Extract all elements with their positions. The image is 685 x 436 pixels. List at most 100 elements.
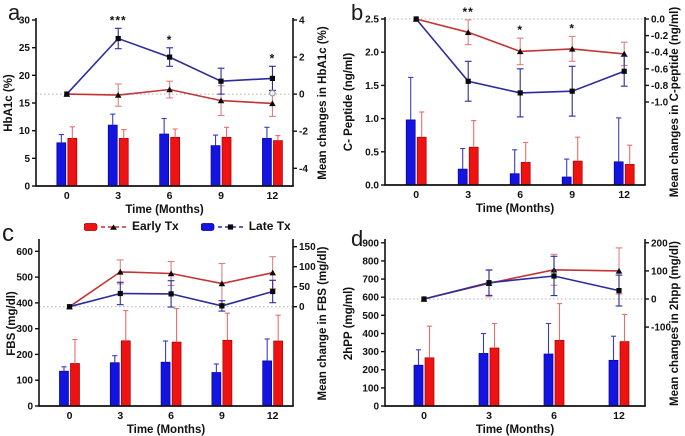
svg-text:Time (Months): Time (Months) bbox=[476, 203, 555, 215]
svg-text:600: 600 bbox=[362, 293, 379, 304]
svg-text:Mean changes in 2hpp (mg/dl): Mean changes in 2hpp (mg/dl) bbox=[669, 241, 681, 406]
svg-text:*: * bbox=[517, 23, 523, 37]
svg-text:0.5: 0.5 bbox=[365, 147, 379, 158]
svg-text:**: ** bbox=[463, 5, 474, 19]
svg-text:25: 25 bbox=[19, 43, 31, 54]
svg-text:0: 0 bbox=[27, 402, 33, 413]
svg-text:1.5: 1.5 bbox=[365, 81, 379, 92]
svg-text:*: * bbox=[569, 21, 575, 35]
svg-text:2.0: 2.0 bbox=[365, 48, 379, 59]
svg-text:700: 700 bbox=[362, 275, 379, 286]
svg-text:0: 0 bbox=[299, 302, 305, 313]
svg-text:600: 600 bbox=[16, 247, 33, 258]
svg-text:200: 200 bbox=[16, 350, 33, 361]
svg-text:0: 0 bbox=[651, 295, 657, 306]
svg-text:-4: -4 bbox=[299, 164, 308, 175]
svg-text:3: 3 bbox=[486, 410, 492, 422]
svg-text:*: * bbox=[167, 33, 173, 47]
svg-text:6: 6 bbox=[167, 190, 173, 202]
panel-d: d 0 100 200 300 400 500 600 700 800 900 200 100 0 -10… bbox=[342, 218, 685, 436]
svg-text:0: 0 bbox=[373, 402, 379, 413]
svg-text:6: 6 bbox=[517, 189, 523, 201]
svg-text:100: 100 bbox=[362, 383, 379, 394]
svg-text:800: 800 bbox=[362, 256, 379, 267]
svg-text:Time (Months): Time (Months) bbox=[476, 424, 555, 436]
svg-text:5: 5 bbox=[24, 154, 30, 165]
svg-text:0: 0 bbox=[24, 182, 30, 193]
svg-text:500: 500 bbox=[16, 273, 33, 284]
panel-d-letter: d bbox=[351, 226, 364, 251]
legend-item-late-tx: Late Tx bbox=[200, 219, 291, 233]
svg-text:C- Peptide (ng/ml): C- Peptide (ng/ml) bbox=[343, 53, 355, 152]
svg-text:200: 200 bbox=[362, 365, 379, 376]
panel-a-letter: a bbox=[8, 0, 21, 25]
svg-text:-1.0: -1.0 bbox=[651, 98, 669, 109]
legend: Early Tx Late Tx bbox=[84, 219, 291, 233]
svg-text:9: 9 bbox=[218, 190, 224, 202]
svg-text:*: * bbox=[270, 51, 276, 65]
svg-text:-0.4: -0.4 bbox=[651, 48, 669, 59]
panel-c: c 0 100 200 300 400 500 600 150 100 50 0 0 3 6 9 12 Time… bbox=[0, 218, 342, 436]
svg-text:-100: -100 bbox=[651, 323, 671, 334]
svg-text:400: 400 bbox=[16, 298, 33, 309]
svg-text:2.5: 2.5 bbox=[365, 15, 379, 26]
svg-text:0: 0 bbox=[67, 410, 73, 422]
svg-text:150: 150 bbox=[299, 242, 316, 253]
svg-text:500: 500 bbox=[362, 311, 379, 322]
svg-text:12: 12 bbox=[267, 410, 279, 422]
svg-text:FBS (mg/dl): FBS (mg/dl) bbox=[6, 291, 18, 356]
svg-text:2hPP (mg/ml): 2hPP (mg/ml) bbox=[343, 287, 355, 360]
panel-a: a *** * * 0 5 10 15 20 25 30 4 2 0 -2 -4 0 3 6 9 12 Time (Mo… bbox=[0, 0, 342, 218]
svg-text:-0.6: -0.6 bbox=[651, 64, 669, 75]
svg-text:200: 200 bbox=[651, 238, 668, 249]
panel-b: b ** * * 0.0 0.5 1.0 1.5 2.0 2.5 0.0 -0.2 -0.4 -0.6-… bbox=[342, 0, 685, 218]
legend-label-late-tx: Late Tx bbox=[248, 219, 291, 233]
svg-text:100: 100 bbox=[16, 376, 33, 387]
svg-text:0.0: 0.0 bbox=[365, 181, 379, 192]
svg-text:-2: -2 bbox=[299, 127, 308, 138]
2hpp-chart: 0 100 200 300 400 500 600 700 800 900 200 100 0 -100 0… bbox=[343, 238, 681, 436]
svg-text:10: 10 bbox=[19, 126, 31, 137]
svg-text:30: 30 bbox=[19, 16, 31, 27]
svg-text:9: 9 bbox=[569, 189, 575, 201]
svg-text:3: 3 bbox=[117, 410, 123, 422]
svg-text:0: 0 bbox=[299, 90, 305, 101]
svg-text:3: 3 bbox=[465, 189, 471, 201]
svg-text:-0.2: -0.2 bbox=[651, 31, 669, 42]
c-peptide-chart: *** *0.00.51.01.52.02.5 0.0-0.2-0.4-0.6-0.… bbox=[343, 5, 681, 215]
svg-text:50: 50 bbox=[299, 282, 311, 293]
svg-text:2: 2 bbox=[299, 53, 305, 64]
svg-text:100: 100 bbox=[651, 266, 668, 277]
svg-text:12: 12 bbox=[618, 189, 630, 201]
svg-text:Mean changes in C-peptide (ng/: Mean changes in C-peptide (ng/ml) bbox=[669, 7, 681, 198]
svg-text:900: 900 bbox=[362, 238, 379, 249]
svg-text:Time (Months): Time (Months) bbox=[125, 204, 204, 216]
panel-c-letter: c bbox=[2, 220, 14, 247]
svg-text:12: 12 bbox=[613, 410, 625, 422]
svg-text:0: 0 bbox=[421, 410, 427, 422]
svg-text:***: *** bbox=[110, 13, 127, 27]
svg-text:3: 3 bbox=[115, 190, 121, 202]
svg-text:300: 300 bbox=[16, 324, 33, 335]
svg-text:Mean changes in HbA1c (%): Mean changes in HbA1c (%) bbox=[317, 26, 329, 180]
svg-text:0.0: 0.0 bbox=[651, 15, 665, 26]
svg-text:9: 9 bbox=[219, 410, 225, 422]
svg-text:-0.8: -0.8 bbox=[651, 81, 669, 92]
svg-text:100: 100 bbox=[299, 262, 316, 273]
panel-b-letter: b bbox=[351, 0, 364, 25]
svg-text:0: 0 bbox=[413, 189, 419, 201]
legend-label-early-tx: Early Tx bbox=[132, 219, 179, 233]
svg-text:20: 20 bbox=[19, 71, 31, 82]
svg-text:6: 6 bbox=[168, 410, 174, 422]
svg-text:1.0: 1.0 bbox=[365, 114, 379, 125]
late-tx-bar-line-swatch-icon bbox=[200, 222, 243, 231]
svg-text:Time (Months): Time (Months) bbox=[127, 424, 206, 436]
early-tx-bar-line-swatch-icon bbox=[84, 222, 126, 231]
svg-text:0: 0 bbox=[64, 190, 70, 202]
svg-text:12: 12 bbox=[267, 190, 279, 202]
svg-text:15: 15 bbox=[19, 99, 31, 110]
svg-text:300: 300 bbox=[362, 347, 379, 358]
